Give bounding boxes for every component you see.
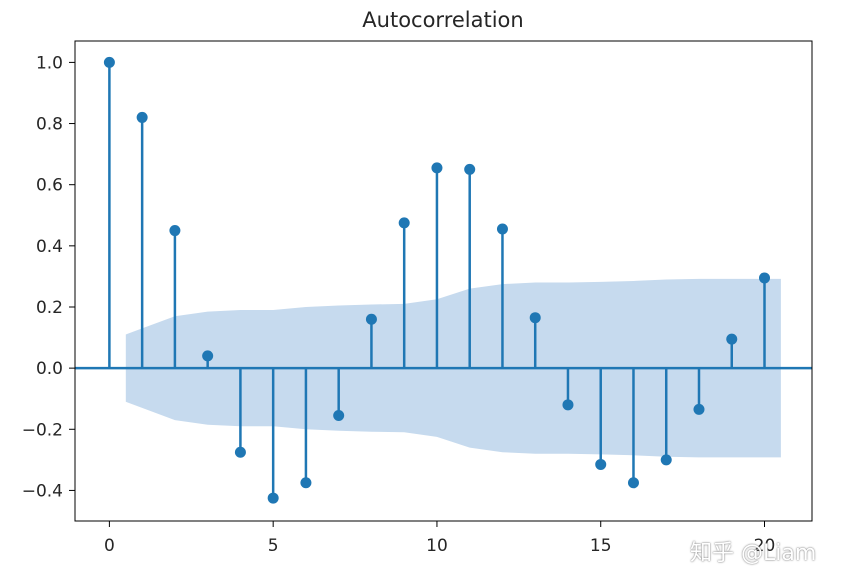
x-tick-label-20: 20: [754, 536, 776, 556]
y-tick-label-3: 0.4: [36, 237, 63, 257]
marker-7: [333, 410, 345, 422]
marker-9: [398, 217, 410, 229]
marker-15: [595, 458, 607, 470]
y-tick-label-2: 0.6: [36, 176, 63, 196]
x-tick-label-0: 0: [104, 536, 115, 556]
x-tick-label-15: 15: [590, 536, 612, 556]
marker-5: [267, 492, 279, 504]
y-tick-label-6: −0.2: [22, 420, 63, 440]
x-tick-label-10: 10: [426, 536, 448, 556]
y-tick-label-7: −0.4: [22, 481, 63, 501]
marker-10: [431, 162, 443, 174]
x-axis: 0 5 10 15 20: [104, 521, 775, 556]
y-tick-label-0: 1.0: [36, 53, 63, 73]
marker-4: [234, 446, 246, 458]
chart-title: Autocorrelation: [362, 8, 523, 32]
marker-8: [365, 313, 377, 325]
plot-frame: [74, 40, 813, 522]
marker-12: [496, 223, 508, 235]
marker-1: [136, 111, 148, 123]
marker-14: [562, 399, 574, 411]
y-axis: 1.0 0.8 0.6 0.4 0.2 0.0 −0.2 −0.4: [22, 53, 75, 501]
y-tick-label-4: 0.2: [36, 298, 63, 318]
marker-3: [202, 350, 214, 362]
stem-marks: [103, 56, 771, 504]
marker-11: [464, 163, 476, 175]
marker-6: [300, 477, 312, 489]
marker-16: [627, 477, 639, 489]
marker-18: [693, 403, 705, 415]
marker-0: [103, 56, 115, 68]
y-tick-label-5: 0.0: [36, 359, 63, 379]
marker-13: [529, 312, 541, 324]
watermark: 知乎 @Liam: [690, 541, 817, 566]
y-tick-label-1: 0.8: [36, 115, 63, 135]
marker-17: [660, 454, 672, 466]
marker-20: [759, 272, 771, 284]
marker-2: [169, 225, 181, 237]
marker-19: [726, 333, 738, 345]
x-tick-label-5: 5: [268, 536, 279, 556]
